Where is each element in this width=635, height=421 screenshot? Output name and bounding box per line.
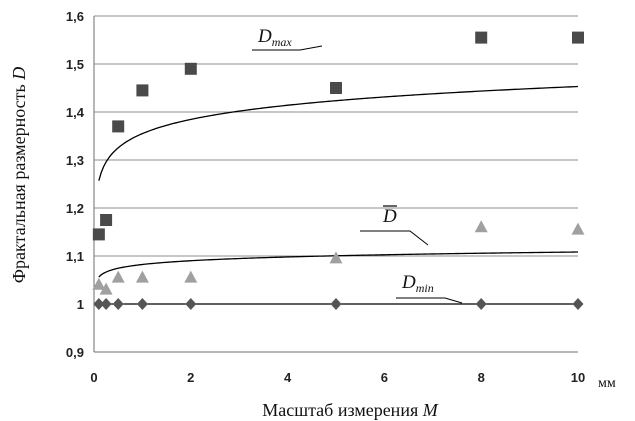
y-tick-label: 1,6 [66,9,84,24]
x-tick-label: 10 [571,370,585,385]
point-d-max [100,214,113,226]
annotation-d-mean-leader [360,230,429,246]
point-d-mean [329,251,343,264]
point-d-min [185,298,197,310]
point-d-min [136,298,148,310]
annotation-d-mean-label: D [382,206,397,227]
y-tick-label: 1,4 [66,105,85,120]
x-tick-label: 8 [478,370,485,385]
axes [93,16,578,353]
x-unit-label: мм [598,376,616,391]
point-d-min [330,298,342,310]
point-d-min [112,298,124,310]
point-d-mean [99,282,113,295]
point-d-mean [474,220,488,233]
point-d-max [475,31,488,44]
x-axis-title: Масштаб измерения M [262,400,438,420]
point-d-max [136,84,149,97]
point-d-mean [111,270,125,283]
data-points [92,31,585,310]
x-tick-label: 2 [187,370,194,385]
point-d-min [93,298,105,310]
tick-labels: 0,9 1 1,1 1,2 1,3 1,4 1,5 1,6 0 2 4 6 8 10 [66,9,585,385]
annotation-d-min-leader [396,297,463,304]
x-tick-label: 6 [381,370,388,385]
point-d-mean [184,270,198,283]
series-annotations: Dmax D Dmin [252,26,463,304]
point-d-min [100,298,112,310]
trend-line-d-max [98,85,579,181]
point-d-max [572,31,584,44]
point-d-max [184,62,197,75]
x-tick-label: 0 [90,370,97,385]
point-d-max [92,228,105,241]
annotation-d-min-label: Dmin [401,272,434,295]
y-tick-label: 1,3 [66,153,84,168]
point-d-max [112,120,125,133]
grid-lines [94,15,578,305]
x-tick-label: 4 [284,370,292,385]
annotation-d-max-leader [252,45,323,51]
y-axis-title: Фрактальная размерность D [9,67,29,283]
y-tick-label: 1,2 [66,201,84,216]
point-d-min [572,298,584,310]
trend-lines [98,85,579,305]
point-d-min [475,298,487,310]
point-d-mean [92,277,106,290]
point-d-mean [135,270,149,283]
y-tick-label: 1 [77,297,84,312]
y-tick-label: 1,1 [66,249,84,264]
annotation-d-max-label: Dmax [257,26,292,49]
point-d-max [330,82,342,94]
point-d-mean [571,222,585,235]
y-tick-label: 0,9 [66,345,84,360]
trend-line-d-mean [98,251,579,278]
y-tick-label: 1,5 [66,57,84,72]
